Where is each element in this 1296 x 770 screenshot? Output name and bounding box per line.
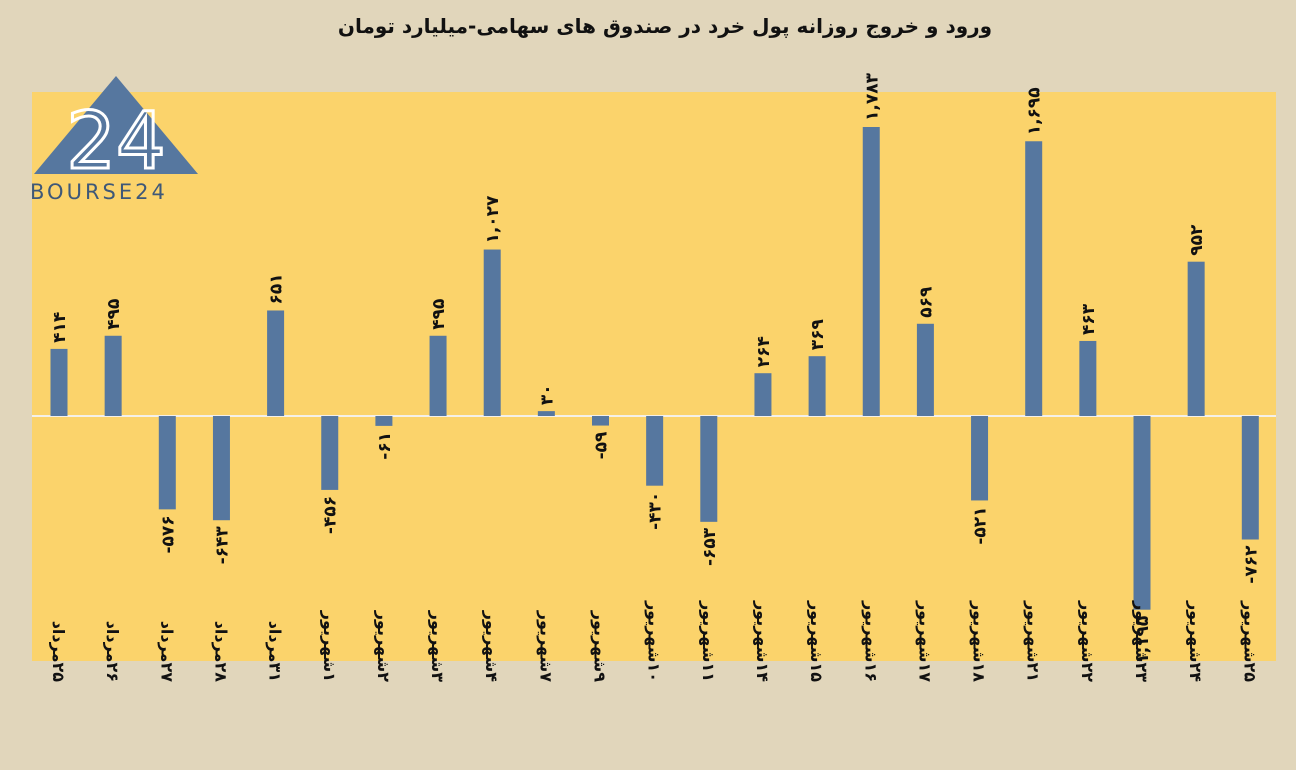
category-label-8: ۳شهریور — [428, 610, 447, 683]
category-label-22: ۲۴شهریور — [1186, 600, 1205, 682]
bourse24-logo: 24 — [34, 76, 198, 189]
bar-17 — [916, 323, 934, 416]
category-label-3: ۲۷مرداد — [157, 621, 176, 683]
value-label-12: -۴۳۰ — [646, 492, 666, 530]
value-label-6: -۴۵۶ — [321, 496, 341, 534]
value-label-10: ۳۰ — [537, 384, 557, 405]
category-label-6: ۱شهریور — [320, 610, 339, 682]
bar-12 — [646, 416, 664, 486]
category-label-23: ۲۵شهریور — [1240, 600, 1259, 682]
bar-20 — [1079, 340, 1097, 416]
chart-title: ورود و خروج روزانه پول خرد در صندوق های … — [337, 14, 993, 38]
category-label-14: ۱۴شهریور — [753, 600, 772, 682]
category-label-4: ۲۸مرداد — [211, 621, 230, 683]
category-label-11: ۹شهریور — [591, 610, 610, 683]
logo-mark: 24 — [66, 97, 165, 187]
logo-text: BOURSE24 — [30, 180, 168, 204]
bar-22 — [1187, 261, 1205, 416]
category-label-10: ۷شهریور — [536, 610, 555, 683]
category-label-7: ۲شهریور — [374, 610, 393, 683]
category-label-2: ۲۶مرداد — [103, 621, 122, 682]
value-label-18: -۵۲۱ — [971, 506, 991, 544]
category-label-1: ۲۵مرداد — [49, 621, 68, 683]
category-label-5: ۳۱مرداد — [266, 621, 285, 682]
value-label-19: ۱,۶۹۵ — [1025, 87, 1045, 135]
bar-9 — [483, 249, 501, 416]
bar-16 — [862, 127, 880, 416]
value-label-3: -۵۷۶ — [158, 515, 178, 553]
category-label-20: ۲۲شهریور — [1078, 600, 1097, 682]
bar-7 — [375, 416, 393, 426]
bar-18 — [971, 416, 989, 501]
category-label-12: ۱۰شهریور — [645, 600, 664, 682]
bar-4 — [212, 416, 230, 521]
bar-19 — [1025, 141, 1043, 416]
bar-14 — [754, 373, 772, 416]
plot-area — [32, 92, 1276, 661]
value-label-1: ۴۱۴ — [50, 312, 70, 343]
bar-5 — [267, 310, 285, 416]
value-label-13: -۶۵۳ — [700, 527, 720, 566]
bar-6 — [321, 416, 339, 490]
bar-11 — [592, 416, 609, 426]
category-label-17: ۱۷شهریور — [915, 600, 934, 682]
value-label-8: ۴۹۵ — [429, 299, 449, 330]
value-label-5: ۶۵۱ — [267, 273, 287, 304]
bar-2 — [104, 335, 122, 416]
category-label-21: ۲۳شهریور — [1132, 600, 1151, 682]
value-label-17: ۵۶۹ — [916, 286, 936, 318]
bar-13 — [700, 416, 718, 522]
category-label-9: ۴شهریور — [482, 610, 501, 683]
bar-8 — [429, 335, 447, 416]
value-label-21: -۱,۱۹۵ — [1133, 616, 1153, 671]
category-label-19: ۲۱شهریور — [1024, 600, 1043, 682]
logo-triangle — [34, 76, 198, 174]
bar-10 — [537, 411, 555, 416]
bar-21 — [1133, 416, 1151, 610]
value-label-14: ۲۶۴ — [754, 336, 774, 367]
bar-3 — [158, 416, 176, 510]
value-label-2: ۴۹۵ — [104, 299, 124, 330]
bar-1 — [50, 348, 68, 416]
value-label-15: ۳۶۹ — [808, 318, 828, 350]
category-label-18: ۱۸شهریور — [970, 600, 989, 682]
value-label-23: -۷۶۲ — [1241, 545, 1261, 584]
value-label-22: ۹۵۲ — [1187, 224, 1207, 256]
bar-23 — [1241, 416, 1259, 540]
value-label-9: ۱,۰۲۷ — [483, 195, 503, 244]
value-label-7: -۶۱ — [375, 432, 395, 460]
bar-15 — [808, 356, 826, 416]
value-label-20: ۴۶۳ — [1079, 303, 1099, 335]
value-label-11: -۵۹ — [592, 431, 612, 459]
value-label-16: ۱,۷۸۳ — [862, 72, 882, 121]
category-label-15: ۱۵شهریور — [807, 600, 826, 682]
category-label-16: ۱۶شهریور — [861, 600, 880, 682]
category-label-13: ۱۱شهریور — [699, 600, 718, 682]
value-label-4: -۶۴۳ — [212, 526, 232, 565]
